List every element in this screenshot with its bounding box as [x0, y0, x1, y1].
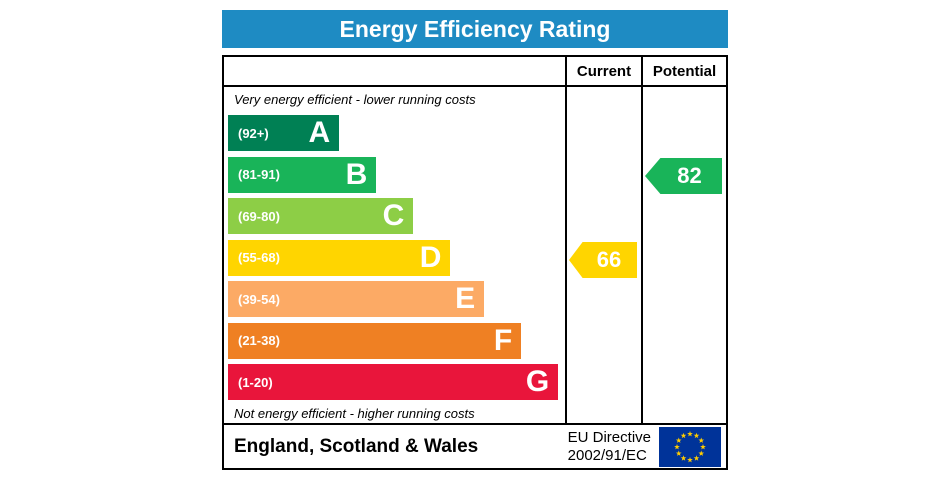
title-bar: Energy Efficiency Rating	[222, 10, 728, 48]
band-range-label: (1-20)	[238, 374, 273, 390]
table-header-row: Current Potential	[224, 57, 726, 87]
band-letter: E	[455, 282, 476, 316]
band-row: (55-68) D	[224, 237, 565, 279]
band-range-label: (21-38)	[238, 333, 280, 349]
band-letter: B	[345, 157, 368, 191]
top-note: Very energy efficient - lower running co…	[234, 92, 476, 108]
band-letter: C	[382, 199, 405, 233]
header-current: Current	[567, 57, 643, 85]
band-bar: (92+) A	[228, 115, 340, 152]
table-footer-row: England, Scotland & Wales EU Directive 2…	[224, 423, 726, 468]
header-potential: Potential	[652, 62, 717, 80]
band-bar: (1-20) G	[228, 364, 559, 401]
band-letter: A	[308, 116, 331, 150]
band-bar: (21-38) F	[228, 322, 522, 359]
band-row: (69-80) C	[224, 196, 565, 238]
band-range-label: (39-54)	[238, 291, 280, 307]
potential-value: 82	[677, 163, 702, 188]
bottom-note: Not energy efficient - higher running co…	[234, 405, 475, 421]
band-letter: F	[493, 323, 513, 357]
band-range-label: (92+)	[238, 125, 269, 141]
band-row: (92+) A	[224, 113, 565, 155]
band-letter: D	[419, 240, 442, 274]
band-bar: (69-80) C	[228, 198, 414, 235]
band-bar: (55-68) D	[228, 239, 451, 276]
band-letter: G	[525, 365, 550, 399]
band-range-label: (55-68)	[238, 250, 280, 266]
region-label: England, Scotland & Wales	[234, 435, 479, 457]
eu-directive-line2: 2002/91/EC	[567, 446, 647, 464]
eu-directive-line1: EU Directive	[567, 429, 651, 447]
band-row: (39-54) E	[224, 279, 565, 321]
directive-block: EU Directive 2002/91/EC	[568, 426, 726, 467]
eu-directive-label: EU Directive 2002/91/EC	[568, 429, 651, 464]
band-range-label: (69-80)	[238, 208, 280, 224]
band-bar: (39-54) E	[228, 281, 485, 318]
band-bar: (81-91) B	[228, 156, 377, 193]
band-row: (21-38) F	[224, 320, 565, 362]
potential-column: 82	[643, 87, 726, 423]
energy-rating-panel: Energy Efficiency Rating Current Potenti…	[222, 10, 728, 470]
current-value: 66	[596, 247, 622, 272]
page-title: Energy Efficiency Rating	[339, 15, 611, 42]
rating-table: Current Potential Very energy efficient …	[222, 55, 728, 470]
bands-column: Very energy efficient - lower running co…	[224, 87, 567, 423]
band-row: (81-91) B	[224, 154, 565, 196]
table-body-row: Very energy efficient - lower running co…	[224, 87, 726, 423]
eu-flag-icon	[659, 426, 721, 467]
current-column: 66	[567, 87, 643, 423]
band-row: (1-20) G	[224, 362, 565, 404]
potential-arrow: 82	[645, 158, 722, 194]
band-range-label: (81-91)	[238, 167, 280, 183]
header-chart-cell	[224, 57, 567, 85]
current-arrow: 66	[569, 242, 637, 278]
